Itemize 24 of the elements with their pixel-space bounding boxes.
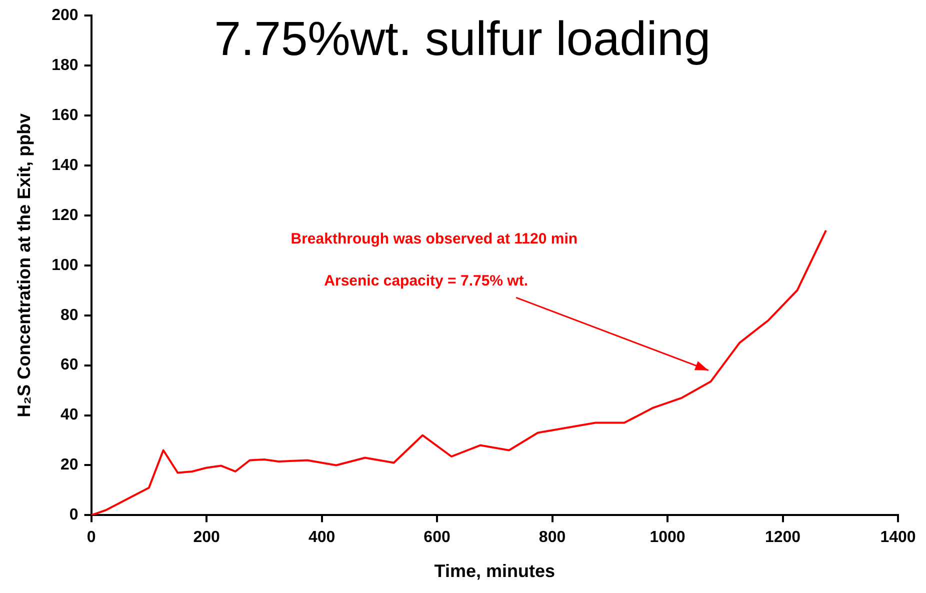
y-tick-label: 160 <box>52 106 78 124</box>
annotation: Breakthrough was observed at 1120 min <box>290 230 578 248</box>
x-tick-label: 1400 <box>880 529 916 546</box>
x-tick-label: 400 <box>308 529 336 546</box>
y-tick-label: 180 <box>52 56 78 74</box>
y-axis-title: H₂S Concentration at the Exit, ppbv <box>14 113 34 418</box>
y-tick-label: 60 <box>60 356 78 374</box>
y-tick-label: 140 <box>52 156 78 174</box>
y-tick-label: 20 <box>60 456 78 474</box>
annotation: Arsenic capacity = 7.75% wt. <box>324 272 528 290</box>
y-tick-label: 100 <box>52 256 78 274</box>
y-tick-label: 40 <box>60 406 78 424</box>
y-tick-label: 200 <box>52 7 78 24</box>
x-tick-label: 200 <box>193 529 220 546</box>
x-axis-title: Time, minutes <box>434 561 555 582</box>
x-tick-label: 800 <box>538 529 566 546</box>
x-tick-label: 600 <box>424 529 450 546</box>
y-tick-label: 80 <box>60 306 78 324</box>
y-tick-label: 0 <box>69 506 78 524</box>
chart-title: 7.75%wt. sulfur loading <box>214 12 711 66</box>
y-tick-label: 120 <box>52 206 78 224</box>
x-tick-label: 1000 <box>650 529 686 546</box>
x-tick-label: 1200 <box>764 529 801 546</box>
x-tick-label: 0 <box>86 529 96 546</box>
